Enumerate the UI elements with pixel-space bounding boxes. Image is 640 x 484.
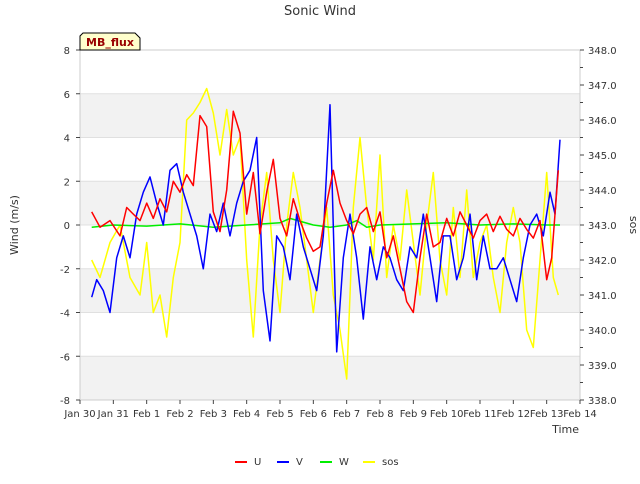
y-tick-label: -6	[60, 352, 70, 363]
y-tick-label: 0	[64, 221, 70, 232]
x-tick-label: Feb 9	[400, 409, 427, 420]
legend-label-v: V	[296, 457, 303, 468]
y2-tick-label: 344.0	[588, 186, 617, 197]
x-tick-label: Feb 14	[563, 409, 597, 420]
x-tick-label: Feb 12	[497, 409, 531, 420]
series-sos-line	[91, 87, 560, 380]
plot-band	[80, 268, 580, 313]
y2-tick-label: 339.0	[588, 361, 617, 372]
y-tick-label: 6	[64, 90, 70, 101]
x-tick-label: Feb 6	[300, 409, 327, 420]
y-axis-label: Wind (m/s)	[8, 195, 21, 255]
x-tick-label: Feb 3	[200, 409, 227, 420]
x-tick-label: Feb 5	[266, 409, 293, 420]
x-tick-label: Feb 13	[530, 409, 564, 420]
y-tick-label: -2	[60, 265, 70, 276]
series-u-line	[91, 110, 560, 314]
series-lines	[90, 87, 561, 380]
x-tick-label: Feb 4	[233, 409, 260, 420]
flux-badge: MB_flux	[79, 32, 141, 51]
series-w-line	[91, 217, 560, 228]
x-tick-label: Jan 31	[97, 409, 129, 420]
legend-label-u: U	[254, 457, 261, 468]
x-tick-label: Feb 11	[463, 409, 497, 420]
y2-tick-label: 341.0	[588, 291, 617, 302]
y-tick-label: 2	[64, 177, 70, 188]
legend-label-sos: sos	[382, 457, 399, 468]
x-tick-label: Feb 1	[133, 409, 160, 420]
x-axis-label: Time	[551, 423, 579, 436]
y2-tick-label: 340.0	[588, 326, 617, 337]
y2-tick-label: 343.0	[588, 221, 617, 232]
x-tick-label: Jan 30	[63, 409, 95, 420]
series-v-line	[90, 103, 561, 353]
y2-tick-label: 348.0	[588, 46, 617, 57]
y-tick-label: 8	[64, 46, 70, 57]
x-tick-label: Feb 2	[166, 409, 193, 420]
y2-tick-label: 346.0	[588, 116, 617, 127]
y-tick-label: -8	[60, 396, 70, 407]
y-tick-label: 4	[64, 134, 70, 145]
axes: 8 6 4 2 0 -2 -4 -6 -8 348.0 347.0 346.0 345.0 344.0 34…	[60, 46, 617, 420]
chart-title: Sonic Wind	[284, 4, 356, 19]
y2-axis-label: sos	[627, 216, 640, 234]
flux-badge-label: MB_flux	[86, 36, 134, 49]
plot-band	[80, 356, 580, 400]
x-tick-label: Feb 10	[430, 409, 464, 420]
y2-tick-label: 342.0	[588, 256, 617, 267]
y2-tick-label: 347.0	[588, 81, 617, 92]
y2-tick-label: 345.0	[588, 151, 617, 162]
y-tick-label: -4	[60, 309, 70, 320]
x-tick-label: Feb 8	[366, 409, 393, 420]
x-tick-label: Feb 7	[333, 409, 360, 420]
y2-tick-label: 338.0	[588, 396, 617, 407]
legend-label-w: W	[339, 457, 349, 468]
